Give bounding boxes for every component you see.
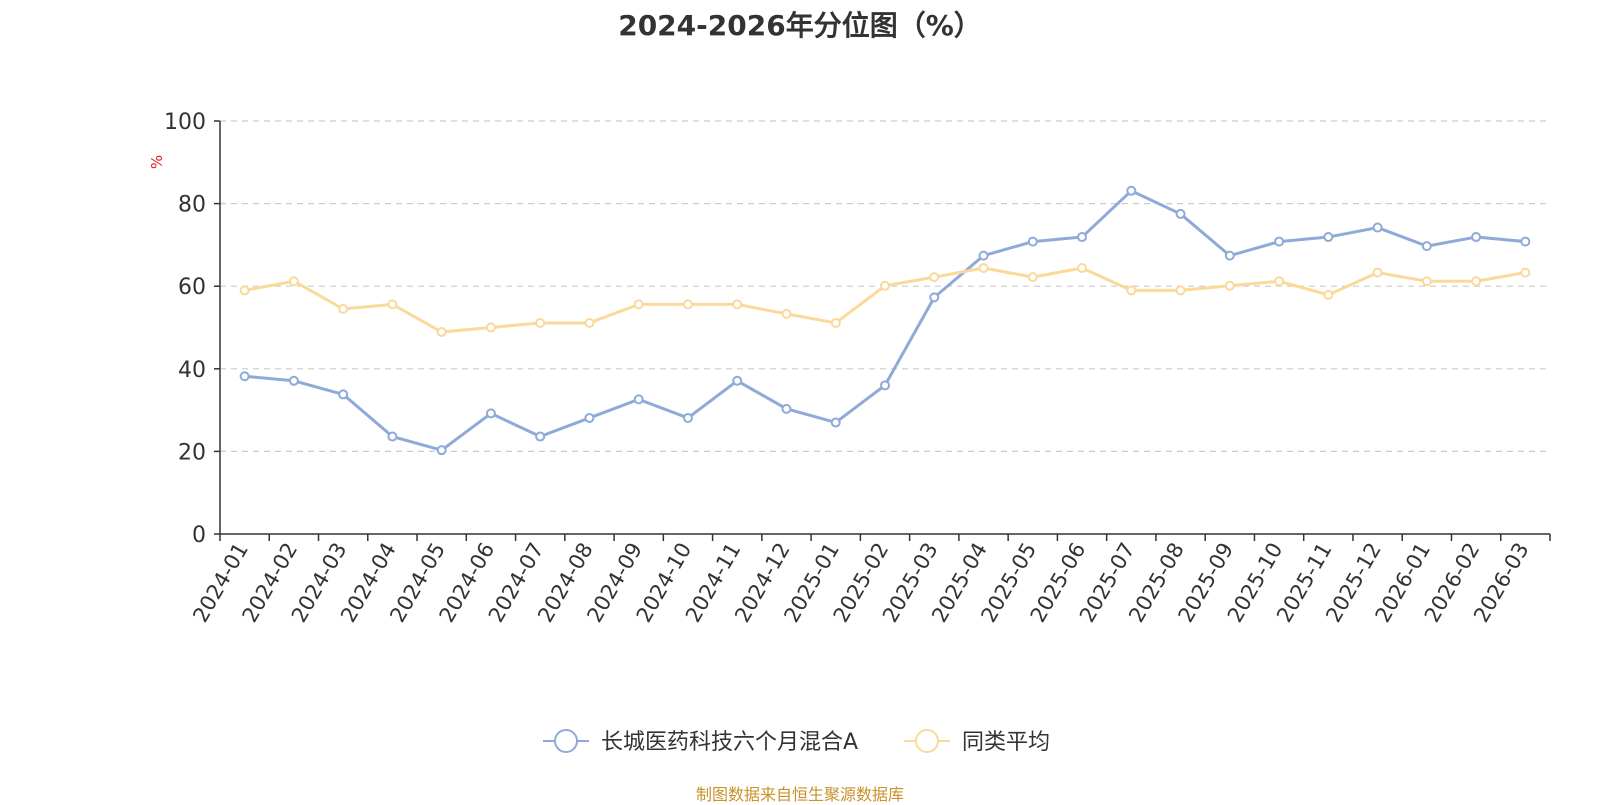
chart-title: 2024-2026年分位图（%）: [618, 9, 982, 42]
y-tick-label: 20: [178, 440, 206, 465]
data-point: [978, 263, 989, 274]
data-point: [1224, 280, 1235, 291]
data-point: [387, 299, 398, 310]
data-point: [781, 403, 792, 414]
data-source-note: 制图数据来自恒生聚源数据库: [695, 785, 904, 804]
data-point: [338, 389, 349, 400]
legend[interactable]: 长城医药科技六个月混合A 同类平均: [543, 729, 1050, 755]
data-point: [1175, 208, 1186, 219]
data-point: [1323, 232, 1334, 243]
data-point: [1520, 236, 1531, 247]
series-line: [244, 189, 1526, 452]
data-point: [338, 303, 349, 314]
data-point: [633, 299, 644, 310]
data-point: [929, 292, 940, 303]
data-point: [288, 276, 299, 287]
legend-label: 长城医药科技六个月混合A: [601, 730, 858, 755]
data-point: [535, 317, 546, 328]
data-point: [584, 412, 595, 423]
y-tick-label: 0: [192, 523, 206, 548]
data-point: [436, 327, 447, 338]
data-point: [1126, 285, 1137, 296]
data-point: [535, 431, 546, 442]
series-lines: [239, 185, 1531, 456]
legend-swatch-marker: [554, 729, 578, 753]
legend-label: 同类平均: [962, 730, 1050, 755]
data-point: [830, 317, 841, 328]
y-tick-label: 40: [178, 358, 206, 383]
data-point: [1372, 222, 1383, 233]
data-point: [1372, 267, 1383, 278]
data-point: [781, 308, 792, 319]
data-point: [1471, 276, 1482, 287]
legend-swatch-marker: [915, 729, 939, 753]
data-point: [978, 250, 989, 261]
data-point: [1027, 236, 1038, 247]
data-point: [1274, 236, 1285, 247]
data-point: [1027, 272, 1038, 283]
data-point: [485, 322, 496, 333]
legend-item[interactable]: 长城医药科技六个月混合A: [543, 729, 858, 755]
data-point: [1077, 232, 1088, 243]
y-tick-label: 80: [178, 193, 206, 218]
legend-item[interactable]: 同类平均: [904, 729, 1050, 755]
series-line: [244, 266, 1526, 334]
data-point: [1323, 289, 1334, 300]
data-point: [1421, 241, 1432, 252]
data-point: [1421, 276, 1432, 287]
y-axis-label: %: [148, 155, 166, 169]
data-point: [682, 299, 693, 310]
data-point: [830, 417, 841, 428]
data-point: [584, 317, 595, 328]
data-point: [1077, 263, 1088, 274]
data-point: [288, 375, 299, 386]
data-point: [880, 280, 890, 291]
data-point: [436, 445, 447, 456]
data-point: [682, 412, 693, 423]
data-point: [239, 285, 250, 296]
data-point: [1126, 185, 1137, 196]
data-point: [387, 431, 398, 442]
y-tick-label: 100: [164, 110, 206, 135]
data-point: [880, 380, 890, 391]
data-point: [929, 272, 940, 283]
data-point: [732, 375, 743, 386]
data-point: [239, 371, 250, 382]
data-point: [1274, 276, 1285, 287]
data-point: [1471, 232, 1482, 243]
data-point: [633, 394, 644, 405]
data-point: [1175, 285, 1186, 296]
data-point: [485, 408, 496, 419]
data-point: [1224, 250, 1235, 261]
data-point: [1520, 267, 1531, 278]
y-tick-label: 60: [178, 275, 206, 300]
data-point: [732, 299, 743, 310]
